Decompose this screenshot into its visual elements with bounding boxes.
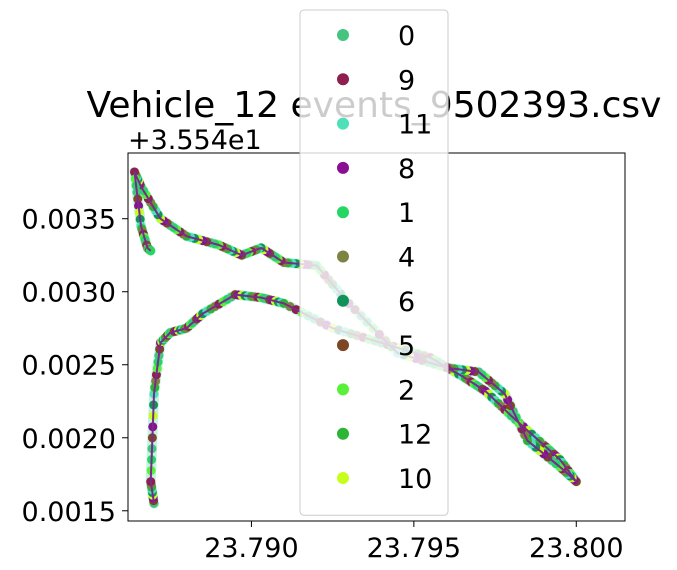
legend-box	[299, 9, 449, 516]
y-tick-label: 0.0025	[22, 351, 116, 382]
legend-marker	[337, 472, 349, 484]
legend-marker	[337, 206, 349, 219]
legend-marker	[337, 73, 349, 86]
legend-label: 4	[398, 243, 415, 274]
legend-label: 2	[398, 375, 415, 406]
legend-marker	[337, 161, 349, 174]
legend-marker	[337, 339, 349, 352]
legend-label: 6	[398, 287, 415, 318]
y-tick-label: 0.0030	[22, 278, 116, 309]
y-tick-label: 0.0020	[22, 424, 116, 455]
track-line	[133, 171, 578, 504]
legend: 0 9 11 8 1 4 6 5 2 12 10	[299, 9, 449, 516]
y-offset-label: +3.554e1	[128, 125, 262, 156]
legend-label: 11	[398, 110, 432, 141]
legend-label: 5	[398, 331, 415, 362]
legend-marker	[337, 250, 349, 263]
x-axis: 23.790 23.795 23.800	[204, 521, 624, 564]
legend-marker	[337, 383, 349, 396]
x-tick-label: 23.795	[367, 533, 461, 564]
legend-marker	[337, 29, 349, 41]
legend-marker	[337, 117, 349, 130]
x-tick-label: 23.800	[529, 533, 623, 564]
legend-label: 12	[398, 420, 432, 451]
legend-marker	[337, 294, 349, 307]
legend-marker	[337, 427, 349, 440]
legend-label: 1	[398, 198, 415, 229]
legend-label: 8	[398, 154, 415, 185]
legend-label: 0	[398, 21, 415, 52]
y-tick-label: 0.0035	[22, 205, 116, 236]
y-axis: 0.0015 0.0020 0.0025 0.0030 0.0035	[22, 205, 128, 528]
legend-label: 10	[398, 464, 432, 495]
x-tick-label: 23.790	[204, 533, 298, 564]
legend-label: 9	[398, 65, 415, 96]
y-tick-label: 0.0015	[22, 497, 116, 528]
